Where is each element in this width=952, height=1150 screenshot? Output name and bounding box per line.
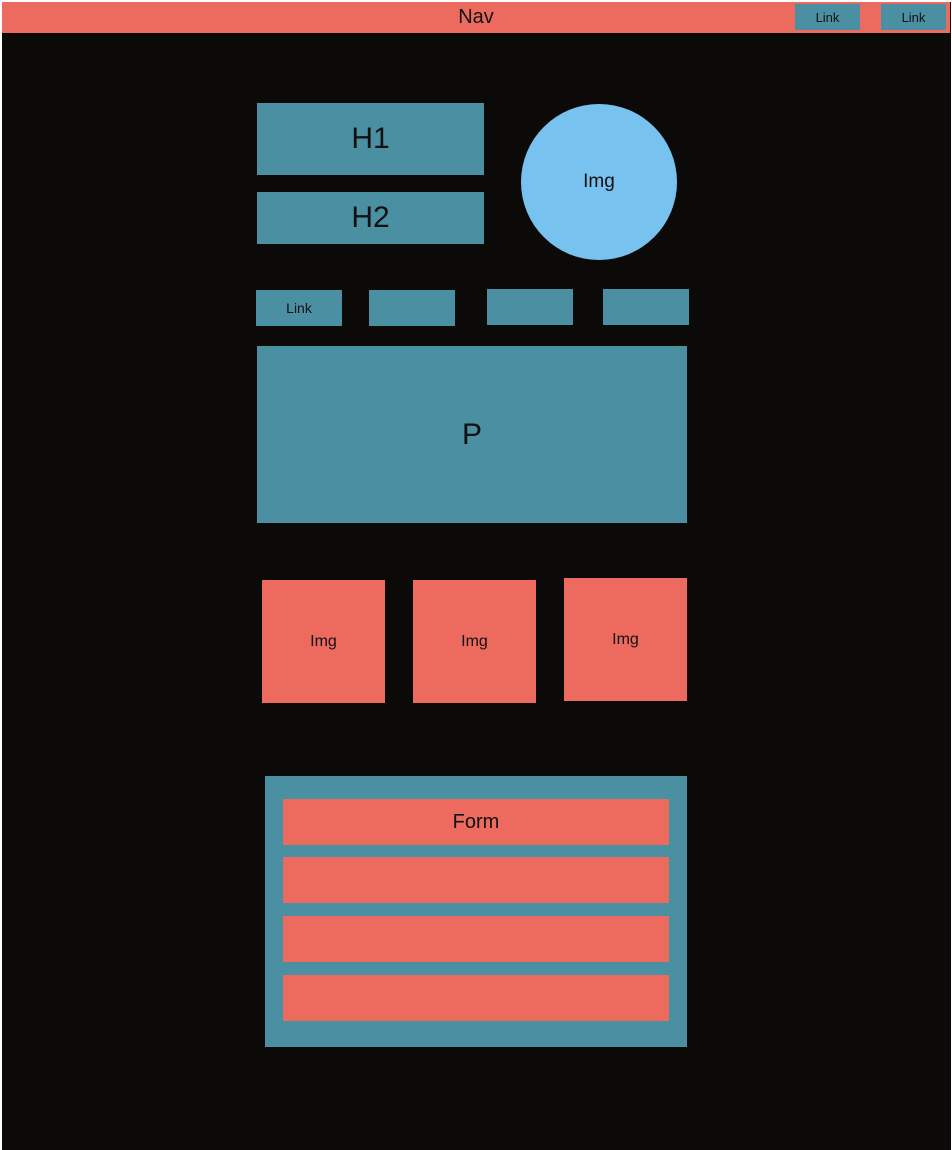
nav-link-2[interactable]: Link (881, 4, 946, 30)
nav-label: Nav (458, 6, 494, 28)
link-button-4[interactable] (603, 289, 689, 325)
gallery-image-1: Img (262, 580, 385, 703)
hero-image: Img (521, 104, 677, 260)
form-field-2[interactable] (283, 916, 669, 962)
link-button-2[interactable] (369, 290, 455, 326)
gallery-image-2: Img (413, 580, 536, 703)
form-title: Form (283, 799, 669, 845)
form-field-1[interactable] (283, 857, 669, 903)
nav-link-1[interactable]: Link (795, 4, 860, 30)
form-field-3[interactable] (283, 975, 669, 1021)
paragraph-block: P (257, 346, 687, 523)
heading-h1: H1 (257, 103, 484, 175)
heading-h2: H2 (257, 192, 484, 244)
nav-bar: Nav (2, 2, 950, 33)
link-button-1[interactable]: Link (256, 290, 342, 326)
link-button-3[interactable] (487, 289, 573, 325)
gallery-image-3: Img (564, 578, 687, 701)
